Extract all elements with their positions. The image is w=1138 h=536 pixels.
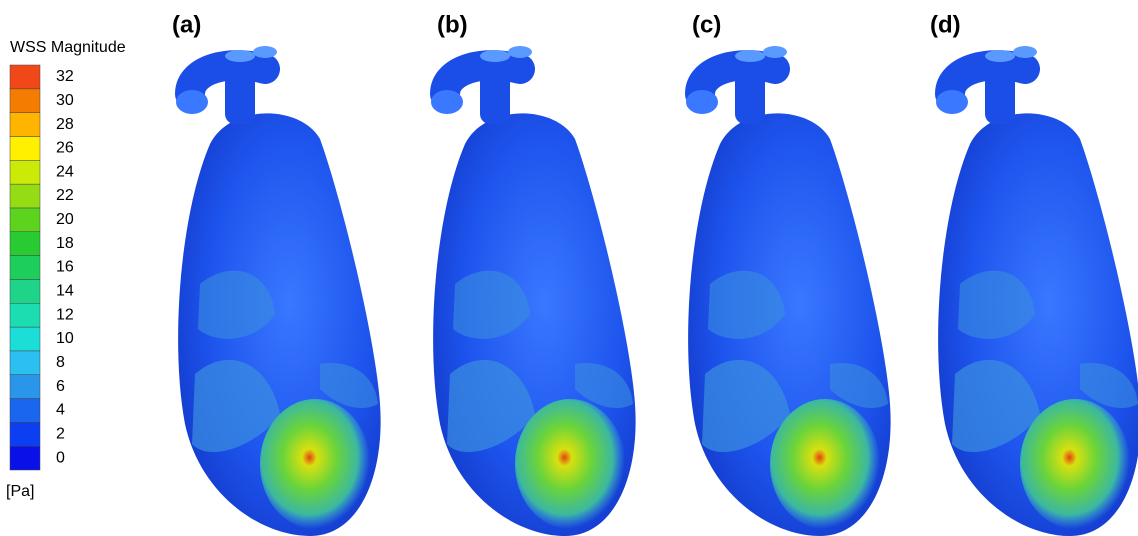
colorbar-tick-label: 24 bbox=[56, 163, 74, 180]
colorbar-tick-label: 20 bbox=[56, 211, 74, 228]
colorbar-tick-label: 32 bbox=[56, 68, 74, 85]
colorbar-tick-label: 2 bbox=[56, 425, 65, 442]
colorbar-tick-label: 16 bbox=[56, 259, 74, 276]
colorbar-unit: [Pa] bbox=[6, 483, 34, 500]
legend-title: WSS Magnitude bbox=[10, 39, 126, 56]
colorbar-band bbox=[9, 326, 41, 352]
heart-model bbox=[936, 46, 1138, 536]
colorbar-band bbox=[9, 350, 41, 375]
colorbar-band bbox=[9, 422, 41, 447]
colorbar-tick-label: 6 bbox=[56, 378, 65, 395]
colorbar-band bbox=[9, 183, 41, 209]
colorbar-band bbox=[9, 207, 41, 233]
colorbar-tick-label: 0 bbox=[56, 449, 65, 466]
colorbar-tick-label: 22 bbox=[56, 187, 74, 204]
colorbar-tick-label: 4 bbox=[56, 402, 65, 419]
panel-label: (a) bbox=[172, 11, 201, 38]
colorbar-band bbox=[9, 112, 41, 137]
heart-model bbox=[431, 46, 636, 536]
colorbar-band bbox=[9, 374, 41, 399]
heart-renderings bbox=[176, 46, 1138, 536]
colorbar-tick-label: 10 bbox=[56, 330, 74, 347]
colorbar-band bbox=[9, 445, 41, 471]
heart-model bbox=[686, 46, 891, 536]
colorbar-band bbox=[9, 302, 41, 328]
colorbar-band bbox=[9, 160, 41, 185]
colorbar-band bbox=[9, 64, 41, 90]
colorbar-tick-label: 8 bbox=[56, 354, 65, 371]
colorbar-band bbox=[9, 279, 41, 304]
colorbar-tick-label: 18 bbox=[56, 235, 74, 252]
colorbar-band bbox=[9, 255, 41, 280]
panel-label: (d) bbox=[930, 11, 961, 38]
colorbar-band bbox=[9, 398, 41, 423]
panel-label: (b) bbox=[437, 11, 468, 38]
colorbar-tick-label: 26 bbox=[56, 140, 74, 157]
colorbar-band bbox=[9, 136, 41, 161]
colorbar-tick-label: 12 bbox=[56, 306, 74, 323]
colorbar-band bbox=[9, 231, 41, 256]
heart-model bbox=[176, 46, 381, 536]
colorbar-tick-label: 14 bbox=[56, 283, 74, 300]
colorbar-tick-label: 28 bbox=[56, 116, 74, 133]
colorbar-band bbox=[9, 88, 41, 113]
colorbar-tick-label: 30 bbox=[56, 92, 74, 109]
panel-label: (c) bbox=[692, 11, 721, 38]
